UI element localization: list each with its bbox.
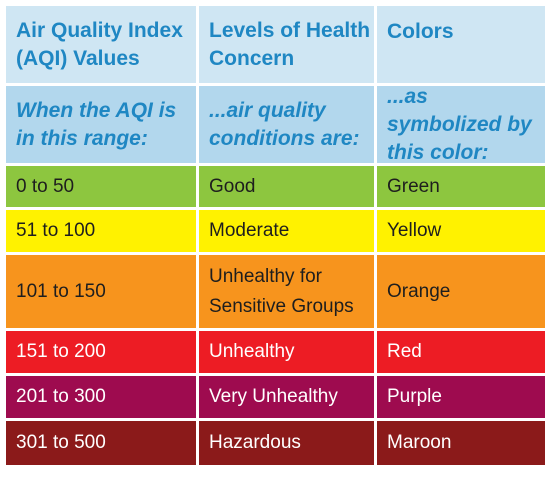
color-name-cell: Orange <box>387 280 451 302</box>
color-name-cell: Maroon <box>387 432 452 453</box>
aqi-range-cell: 301 to 500 <box>6 421 199 465</box>
aqi-range-cell: 101 to 150 <box>6 255 199 328</box>
health-level-cell: Unhealthy <box>199 331 377 373</box>
health-level-cell: Good <box>199 166 377 207</box>
aqi-range-cell: 51 to 100 <box>6 210 199 252</box>
aqi-range-cell: 151 to 200 <box>6 331 199 373</box>
header-row: Air Quality Index (AQI) Values Levels of… <box>6 6 545 86</box>
table-row: 51 to 100 Moderate Yellow <box>6 210 545 255</box>
aqi-table: Air Quality Index (AQI) Values Levels of… <box>6 6 545 465</box>
header-health-concern: Levels of Health Concern <box>199 6 377 83</box>
color-name-cell: Green <box>387 175 440 197</box>
health-level-cell: Unhealthy for Sensitive Groups <box>199 255 377 328</box>
subheader-range: When the AQI is in this range: <box>6 86 199 163</box>
health-level-cell: Very Unhealthy <box>199 376 377 418</box>
table-row: 151 to 200 Unhealthy Red <box>6 331 545 376</box>
table-row: 201 to 300 Very Unhealthy Purple <box>6 376 545 421</box>
health-level-cell: Moderate <box>199 210 377 252</box>
aqi-range-cell: 0 to 50 <box>6 166 199 207</box>
table-row: 101 to 150 Unhealthy for Sensitive Group… <box>6 255 545 331</box>
color-name-cell: Purple <box>387 386 442 407</box>
subheader-color: ...as symbolized by this color: <box>387 84 532 164</box>
header-colors: Colors <box>387 20 454 43</box>
subheader-conditions: ...air quality conditions are: <box>199 86 377 163</box>
table-row: 301 to 500 Hazardous Maroon <box>6 421 545 465</box>
table-row: 0 to 50 Good Green <box>6 166 545 210</box>
subheader-row: When the AQI is in this range: ...air qu… <box>6 84 545 166</box>
color-name-cell: Red <box>387 341 422 362</box>
header-aqi-values: Air Quality Index (AQI) Values <box>6 6 199 83</box>
color-name-cell: Yellow <box>387 220 442 241</box>
aqi-range-cell: 201 to 300 <box>6 376 199 418</box>
health-level-cell: Hazardous <box>199 421 377 465</box>
